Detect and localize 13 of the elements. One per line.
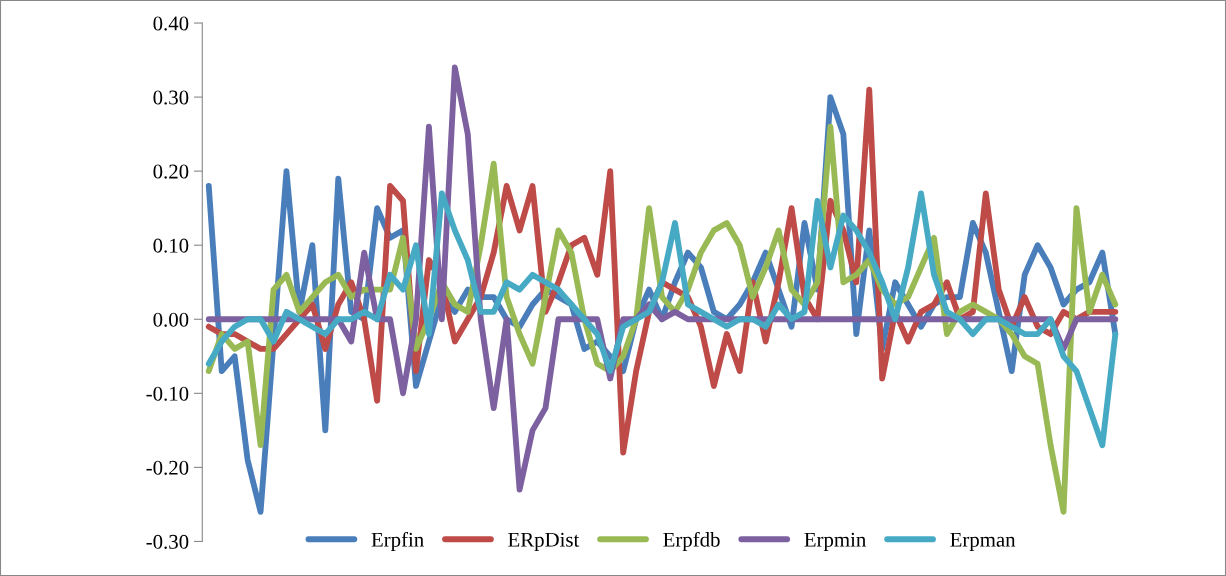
legend-label: ERpDist <box>508 532 580 551</box>
y-tick-label: 0.40 <box>153 16 189 31</box>
y-tick-label: 0.00 <box>153 312 189 327</box>
y-tick-label: 0.10 <box>153 238 189 253</box>
y-tick-label: -0.20 <box>146 460 189 475</box>
legend-label: Erpmin <box>804 532 866 551</box>
y-tick-label: 0.20 <box>153 164 189 179</box>
y-tick-label: -0.10 <box>146 386 189 401</box>
y-tick-label: -0.30 <box>146 534 189 549</box>
legend-label: Erpfin <box>371 531 424 551</box>
y-tick-label: 0.30 <box>153 90 189 105</box>
legend-label: Erpman <box>950 532 1016 551</box>
legend-label: Erpfdb <box>663 531 720 551</box>
